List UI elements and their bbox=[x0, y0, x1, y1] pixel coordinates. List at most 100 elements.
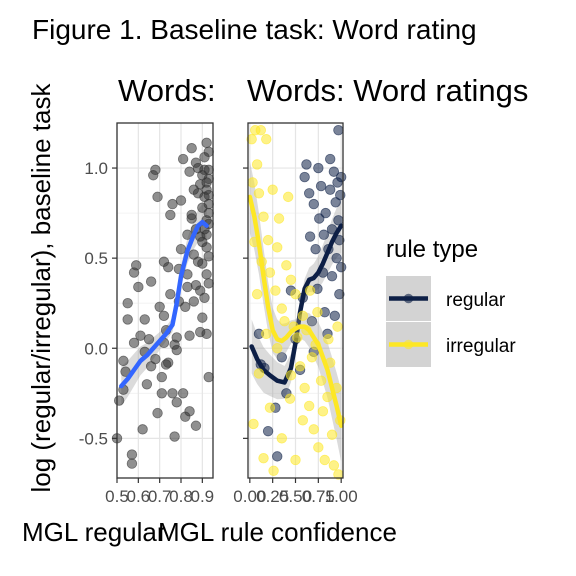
data-point bbox=[203, 278, 214, 289]
data-point bbox=[150, 353, 161, 365]
data-point bbox=[335, 261, 347, 273]
data-point bbox=[162, 357, 174, 368]
data-point bbox=[276, 352, 287, 363]
x-tick-label: 0.8 bbox=[169, 487, 193, 506]
y-tick-label: -0.5 bbox=[79, 429, 108, 448]
data-point bbox=[318, 229, 330, 240]
data-point bbox=[312, 307, 323, 318]
data-point bbox=[281, 260, 292, 271]
legend-title: rule type bbox=[386, 236, 478, 263]
data-point bbox=[285, 274, 297, 285]
data-point bbox=[184, 330, 195, 341]
data-point bbox=[201, 269, 212, 280]
data-point bbox=[297, 415, 309, 426]
data-point bbox=[154, 301, 165, 313]
data-point bbox=[201, 242, 212, 253]
data-point bbox=[290, 454, 301, 466]
data-point bbox=[162, 261, 174, 273]
data-point bbox=[272, 343, 283, 354]
data-point bbox=[272, 242, 283, 253]
data-point bbox=[325, 153, 336, 165]
data-point bbox=[186, 209, 197, 221]
data-point bbox=[171, 397, 182, 408]
data-point bbox=[315, 375, 327, 386]
data-point bbox=[310, 243, 321, 255]
data-point bbox=[328, 460, 340, 471]
data-point bbox=[171, 332, 182, 343]
data-point bbox=[262, 425, 274, 437]
points-irregular bbox=[246, 125, 346, 480]
data-point bbox=[297, 310, 309, 322]
data-point bbox=[308, 198, 319, 210]
data-point bbox=[276, 303, 287, 314]
data-point bbox=[326, 270, 338, 282]
legend: rule type regular irregular bbox=[386, 236, 516, 367]
data-point bbox=[182, 281, 193, 293]
data-point bbox=[169, 431, 180, 442]
data-point bbox=[332, 321, 343, 332]
data-point bbox=[299, 171, 310, 183]
data-point bbox=[203, 164, 214, 176]
data-point bbox=[180, 301, 191, 313]
panel1-facet-title: Words: bbox=[118, 73, 216, 108]
data-point bbox=[306, 352, 318, 363]
data-point bbox=[276, 433, 287, 444]
data-point bbox=[292, 332, 303, 343]
trend-line bbox=[119, 219, 209, 389]
data-point bbox=[188, 296, 200, 307]
data-point bbox=[282, 191, 294, 203]
data-point bbox=[190, 420, 202, 431]
data-point bbox=[122, 314, 133, 325]
data-point bbox=[171, 344, 182, 356]
data-point bbox=[165, 209, 176, 221]
data-point bbox=[301, 159, 312, 170]
data-point bbox=[294, 361, 306, 372]
data-point bbox=[268, 465, 279, 476]
x-tick-label: 1.00 bbox=[325, 487, 358, 506]
data-point bbox=[331, 252, 342, 264]
data-point bbox=[284, 393, 296, 404]
data-point bbox=[261, 134, 272, 145]
data-point bbox=[137, 424, 148, 435]
legend-key-point-irregular bbox=[403, 339, 414, 350]
data-point bbox=[167, 388, 178, 399]
data-point bbox=[203, 251, 214, 262]
data-point bbox=[247, 177, 258, 188]
data-point bbox=[128, 337, 140, 349]
data-point bbox=[317, 406, 329, 417]
data-point bbox=[306, 316, 318, 327]
panel2-x-axis-label: MGL rule confidence bbox=[158, 517, 397, 547]
data-point bbox=[152, 407, 163, 419]
data-point bbox=[197, 258, 208, 269]
data-point bbox=[184, 406, 195, 417]
x-tick-label: 0.5 bbox=[105, 487, 129, 506]
data-point bbox=[251, 288, 263, 300]
data-point bbox=[175, 243, 187, 255]
data-point bbox=[285, 370, 297, 381]
data-point bbox=[158, 310, 170, 322]
data-point bbox=[255, 125, 266, 136]
data-point bbox=[177, 153, 189, 165]
data-point bbox=[272, 451, 283, 462]
x-tick-label: 0.00 bbox=[233, 487, 266, 506]
legend-label-regular: regular bbox=[446, 290, 506, 311]
y-axis-label: log (regular/irregular), baseline task bbox=[26, 83, 56, 493]
data-point bbox=[152, 191, 163, 203]
data-point bbox=[201, 137, 212, 149]
data-point bbox=[325, 184, 336, 195]
data-point bbox=[186, 143, 197, 154]
data-point bbox=[141, 379, 153, 390]
confidence-band-regular bbox=[251, 198, 342, 400]
data-point bbox=[315, 180, 327, 192]
data-point bbox=[126, 458, 138, 469]
panel1-border bbox=[116, 122, 214, 479]
y-tick-label: 0.0 bbox=[84, 339, 108, 358]
legend-label-irregular: irregular bbox=[446, 336, 516, 357]
panel1-x-axis-label: MGL regular bbox=[22, 517, 166, 547]
data-point bbox=[199, 292, 210, 303]
data-point bbox=[197, 312, 208, 323]
data-point bbox=[304, 400, 315, 412]
data-point bbox=[145, 276, 157, 287]
data-point bbox=[304, 188, 315, 199]
data-point bbox=[126, 449, 138, 460]
